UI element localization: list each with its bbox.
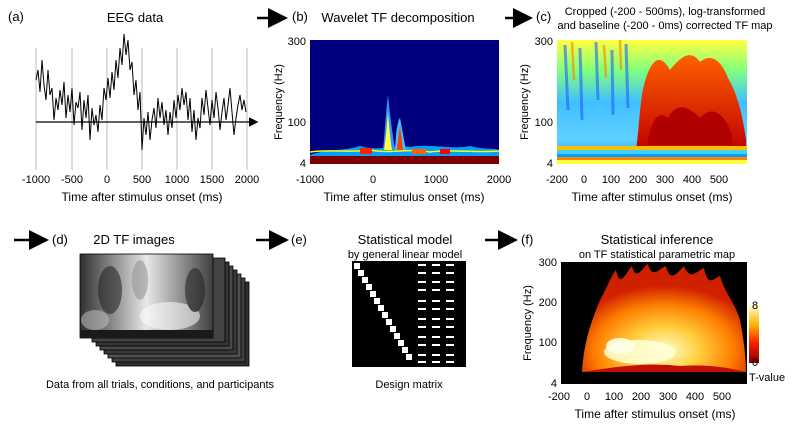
design-matrix-regressors [418,264,454,363]
xtick-label: -1000 [296,174,324,186]
panel-c-xticks: -200 0 100 200 300 400 500 [546,174,728,186]
xtick-label: 0 [370,174,376,186]
colorbar-min: 0 [752,357,758,369]
xtick-label: 500 [713,391,731,403]
panel-f-yticks: 300 200 100 4 [539,257,557,390]
tf-map-raw-features [309,95,500,164]
panel-d-caption: Data from all trials, conditions, and pa… [46,379,275,391]
xtick-label: -500 [61,174,83,186]
design-matrix [352,261,466,367]
panel-d: (d) 2D TF images Data from all trials, c… [46,232,275,391]
xtick-label: 2000 [235,174,259,186]
panel-c-label: (c) [536,9,551,24]
panel-d-title: 2D TF images [93,232,175,247]
ytick-label: 4 [300,158,306,170]
panel-a-xlabel: Time after stimulus onset (ms) [62,190,223,204]
panel-a-xticks: -1000 -500 0 500 1000 1500 2000 [22,174,259,186]
panel-b-xlabel: Time after stimulus onset (ms) [324,190,485,204]
ytick-label: 200 [539,297,557,309]
xtick-label: 1500 [200,174,224,186]
xtick-label: 500 [710,174,728,186]
xtick-label: -1000 [22,174,50,186]
panel-b-ylabel: Frequency (Hz) [273,64,285,140]
panel-f-label: (f) [521,232,533,247]
eeg-gridlines [35,48,248,170]
panel-a-label: (a) [8,9,24,24]
panel-b-yticks: 300 100 4 [288,36,306,170]
panel-a: (a) EEG data -1000 -500 0 500 1000 1500 … [8,9,259,204]
xtick-label: 0 [104,174,110,186]
ytick-label: 100 [539,337,557,349]
xtick-label: 0 [584,391,590,403]
tf-image-stack [79,253,250,367]
panel-c-xlabel: Time after stimulus onset (ms) [572,190,733,204]
tf-map-corrected-features [557,39,747,164]
panel-c-title-line2: and baseline (-200 - 0ms) corrected TF m… [558,20,773,32]
panel-b-label: (b) [292,9,308,24]
xtick-label: -200 [546,174,568,186]
ytick-label: 4 [551,378,557,390]
panel-e: (e) Statistical model by general linear … [291,232,466,391]
panel-e-label: (e) [291,232,307,247]
panel-e-subtitle: by general linear model [348,249,462,261]
panel-b-title: Wavelet TF decomposition [321,10,474,25]
panel-e-caption: Design matrix [375,379,443,391]
xtick-label: 2000 [487,174,511,186]
design-matrix-diagonal [354,263,412,360]
panel-e-title: Statistical model [358,232,453,247]
ytick-label: 300 [539,257,557,269]
colorbar-label: T-value [749,372,785,384]
xtick-label: 1000 [424,174,448,186]
panel-f-xticks: -200 0 100 200 300 400 500 [548,391,731,403]
panel-f-subtitle: on TF statistical parametric map [579,249,735,261]
panel-f-title: Statistical inference [601,232,714,247]
panel-f-ylabel: Frequency (Hz) [522,285,534,361]
ytick-label: 4 [547,158,553,170]
panel-d-label: (d) [52,232,68,247]
xtick-label: 400 [686,391,704,403]
panel-f-xlabel: Time after stimulus onset (ms) [575,407,736,421]
xtick-label: 200 [629,174,647,186]
panel-b-xticks: -1000 0 1000 2000 [296,174,511,186]
ytick-label: 100 [288,117,306,129]
ytick-label: 300 [288,36,306,48]
xtick-label: 400 [683,174,701,186]
xtick-label: 300 [659,391,677,403]
ytick-label: 100 [535,117,553,129]
colorbar-max: 8 [752,300,758,312]
panel-c: (c) Cropped (-200 - 500ms), log-transfor… [519,6,773,204]
colorbar [749,305,759,363]
xtick-label: 100 [602,174,620,186]
xtick-label: 0 [581,174,587,186]
panel-b: (b) Wavelet TF decomposition Frequency (… [273,9,511,204]
panel-c-yticks: 300 100 4 [535,36,553,170]
panel-c-title-line1: Cropped (-200 - 500ms), log-transformed [565,6,766,18]
panel-a-title: EEG data [107,10,164,25]
xtick-label: 500 [133,174,151,186]
spm-map-activation [582,264,746,372]
eeg-trace [35,33,247,151]
xtick-label: -200 [548,391,570,403]
xtick-label: 200 [632,391,650,403]
ytick-label: 300 [535,36,553,48]
xtick-label: 300 [656,174,674,186]
xtick-label: 1000 [165,174,189,186]
panel-f: (f) Statistical inference on TF statisti… [521,232,785,421]
xtick-label: 100 [605,391,623,403]
panel-c-ylabel: Frequency (Hz) [519,64,531,140]
